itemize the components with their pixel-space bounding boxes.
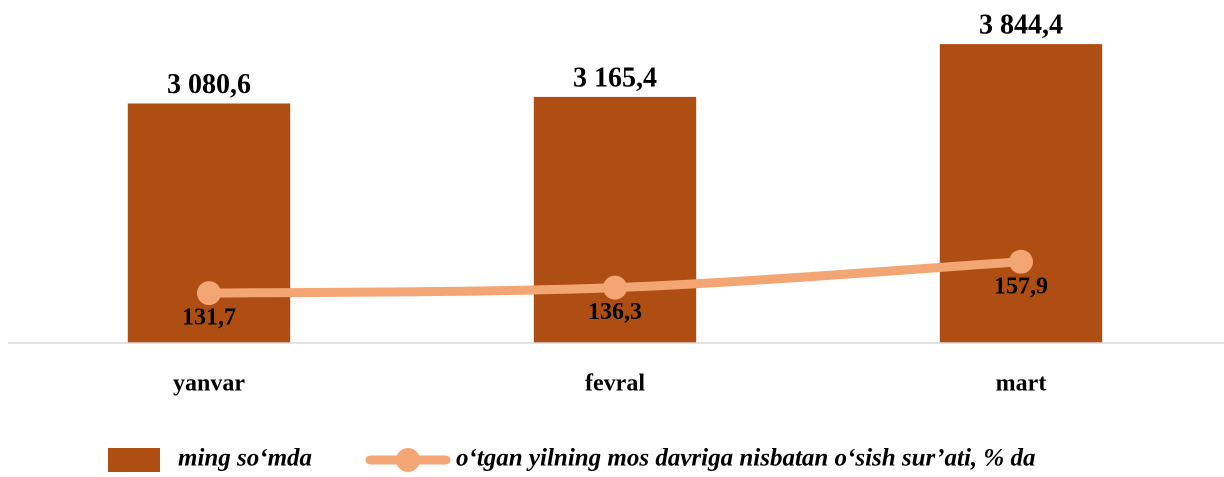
bar-value-label: 3 165,4 bbox=[573, 62, 657, 93]
legend-label: o‘tgan yilning mos davriga nisbatan o‘si… bbox=[456, 445, 1036, 472]
line-point bbox=[1009, 249, 1033, 274]
x-tick-label: fevral bbox=[585, 371, 645, 397]
x-tick-label: mart bbox=[996, 371, 1047, 397]
legend-marker bbox=[396, 448, 420, 472]
legend-swatch bbox=[108, 448, 160, 472]
bar bbox=[939, 44, 1103, 343]
bar bbox=[533, 96, 697, 343]
bar-value-label: 3 080,6 bbox=[167, 69, 251, 100]
x-tick-label: yanvar bbox=[173, 371, 245, 397]
line-value-label: 131,7 bbox=[182, 305, 236, 331]
line-value-label: 157,9 bbox=[994, 273, 1048, 299]
line-point bbox=[197, 281, 221, 306]
legend-label: ming so‘mda bbox=[178, 445, 312, 472]
line-point bbox=[603, 275, 627, 300]
bar-value-label: 3 844,4 bbox=[979, 10, 1063, 41]
line-value-label: 136,3 bbox=[588, 299, 642, 325]
